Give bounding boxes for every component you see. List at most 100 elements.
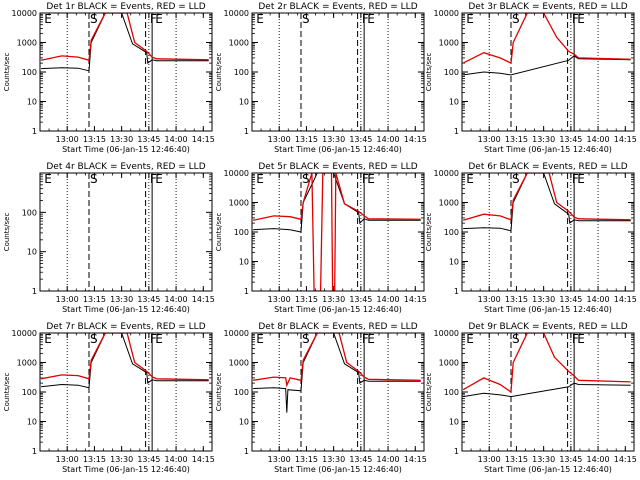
x-tick-label: 14:00 [587, 455, 610, 464]
y-tick-label: 10 [27, 98, 37, 107]
panel-8: Det 8r BLACK = Events, RED = LLD 1 10 100 10… [215, 322, 427, 474]
x-tick-label: 13:30 [322, 135, 345, 144]
event-marker-f: F [572, 12, 579, 26]
panel-7: Det 7r BLACK = Events, RED = LLD 1 10 100 10… [3, 322, 215, 474]
x-tick-label: 14:00 [587, 295, 610, 304]
event-marker-s: S [90, 332, 98, 346]
panel-5: Det 5r BLACK = Events, RED = LLD 1 10 100 10… [215, 162, 427, 314]
plot-frame [461, 172, 635, 292]
event-marker-f: F [150, 12, 157, 26]
y-tick-label: 1 [454, 447, 459, 456]
event-marker-s: S [90, 172, 98, 186]
event-marker-e: E [155, 12, 163, 26]
event-marker-e: E [367, 332, 375, 346]
panel-title: Det 5r BLACK = Events, RED = LLD [258, 162, 417, 172]
y-axis-label: Counts/sec [425, 53, 433, 92]
x-tick-label: 13:00 [478, 455, 501, 464]
y-tick-label: 10 [449, 258, 459, 267]
y-tick-label: 1000 [17, 359, 37, 368]
x-tick-label: 13:30 [532, 295, 555, 304]
y-axis-label: Counts/sec [425, 213, 433, 252]
series-events [463, 382, 631, 398]
x-tick-label: 14:00 [377, 135, 400, 144]
plot-frame [251, 12, 425, 132]
x-tick-label: 13:45 [137, 135, 160, 144]
x-tick-label: 14:15 [404, 135, 427, 144]
event-marker-f: F [150, 172, 157, 186]
event-marker-e: E [466, 172, 474, 186]
x-tick-label: 14:00 [377, 455, 400, 464]
x-tick-label: 13:30 [532, 135, 555, 144]
x-tick-label: 13:45 [137, 455, 160, 464]
panel-title: Det 1r BLACK = Events, RED = LLD [46, 2, 205, 12]
y-tick-label: 1 [32, 287, 37, 296]
series-lld [253, 333, 421, 388]
y-axis-label: Counts/sec [3, 53, 11, 92]
event-marker-s: S [512, 172, 520, 186]
event-marker-s: S [512, 12, 520, 26]
x-tick-label: 14:00 [587, 135, 610, 144]
event-marker-f: F [572, 172, 579, 186]
y-tick-label: 1 [454, 127, 459, 136]
panel-title: Det 7r BLACK = Events, RED = LLD [46, 322, 205, 332]
y-tick-label: 10000 [12, 329, 37, 338]
y-tick-label: 100 [444, 68, 459, 77]
y-tick-label: 1 [244, 287, 249, 296]
panel-title: Det 9r BLACK = Events, RED = LLD [468, 322, 627, 332]
x-tick-label: 14:15 [614, 135, 637, 144]
event-marker-e: E [155, 172, 163, 186]
event-marker-e: E [44, 12, 52, 26]
y-tick-label: 10000 [434, 329, 459, 338]
x-tick-label: 13:45 [137, 295, 160, 304]
y-tick-label: 1000 [229, 359, 249, 368]
series-lld [462, 333, 631, 394]
y-axis-label: Counts/sec [215, 373, 223, 412]
event-marker-e: E [155, 332, 163, 346]
event-marker-s: S [302, 172, 310, 186]
y-tick-label: 10 [27, 248, 37, 257]
y-tick-label: 1000 [439, 199, 459, 208]
x-tick-label: 13:45 [559, 295, 582, 304]
y-tick-label: 1000 [229, 199, 249, 208]
series-events [253, 333, 421, 413]
series-lld [252, 173, 421, 291]
x-tick-label: 14:00 [165, 455, 188, 464]
y-axis-label: Counts/sec [3, 373, 11, 412]
event-marker-e: E [256, 12, 264, 26]
y-tick-label: 10000 [434, 9, 459, 18]
x-tick-label: 13:15 [295, 135, 318, 144]
panel-3: Det 3r BLACK = Events, RED = LLD 1 10 100 10… [425, 2, 637, 154]
x-tick-label: 13:00 [478, 295, 501, 304]
x-tick-label: 13:00 [56, 295, 79, 304]
y-tick-label: 10000 [434, 169, 459, 178]
event-marker-e: E [44, 172, 52, 186]
x-tick-label: 13:00 [268, 455, 291, 464]
series-events [41, 13, 209, 72]
x-tick-label: 14:15 [614, 455, 637, 464]
event-marker-e: E [466, 12, 474, 26]
event-marker-e: E [44, 332, 52, 346]
y-axis-label: Counts/sec [425, 373, 433, 412]
x-tick-label: 13:30 [532, 455, 555, 464]
panel-6: Det 6r BLACK = Events, RED = LLD 1 10 100 10… [425, 162, 637, 314]
y-tick-label: 1000 [229, 39, 249, 48]
x-tick-label: 13:15 [83, 295, 106, 304]
y-tick-label: 100 [22, 208, 37, 217]
plot-frame [461, 12, 635, 132]
y-axis-label: Counts/sec [215, 53, 223, 92]
panel-2: Det 2r BLACK = Events, RED = LLD 1 10 100 10… [215, 2, 427, 154]
y-tick-label: 10 [239, 98, 249, 107]
y-tick-label: 100 [22, 68, 37, 77]
x-tick-label: 13:30 [110, 135, 133, 144]
plot-frame [251, 332, 425, 452]
series-lld [40, 13, 209, 62]
series-lld [462, 13, 631, 65]
panel-9: Det 9r BLACK = Events, RED = LLD 1 10 100 10… [425, 322, 637, 474]
y-tick-label: 100 [234, 68, 249, 77]
y-tick-label: 10000 [224, 329, 249, 338]
x-axis-label: Start Time (06-Jan-15 12:46:40) [62, 145, 190, 154]
panel-title: Det 4r BLACK = Events, RED = LLD [46, 162, 205, 172]
y-tick-label: 10 [449, 418, 459, 427]
event-marker-f: F [362, 172, 369, 186]
y-tick-label: 1000 [439, 39, 459, 48]
